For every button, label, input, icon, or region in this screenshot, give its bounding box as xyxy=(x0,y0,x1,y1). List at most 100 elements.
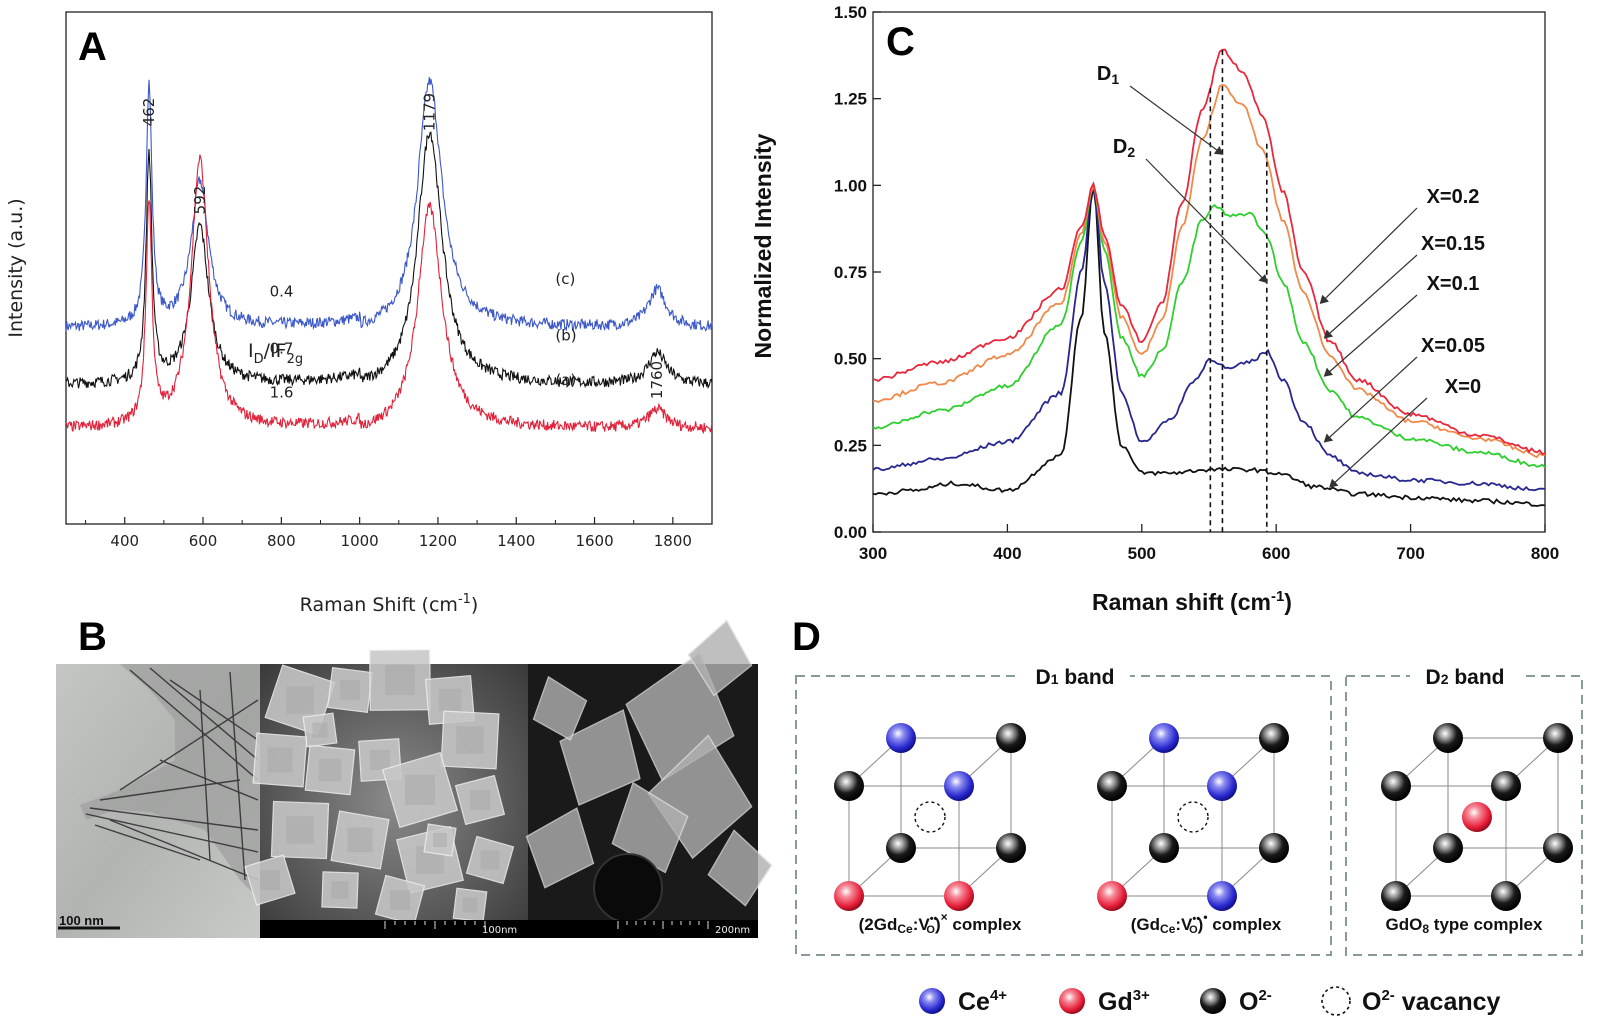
panel-d-legend: Ce4+ Gd3+ O2- O2- vacancy xyxy=(919,986,1501,1016)
sem-octahedron xyxy=(687,619,753,697)
panel-a-series-line xyxy=(65,131,713,390)
sem-1-databar xyxy=(260,920,528,938)
legend-o-label: O2- xyxy=(1239,987,1272,1016)
panel-c-band-label: D1 xyxy=(1097,63,1119,87)
complex-2-label: (GdCe:V•• O)• complex xyxy=(1131,910,1282,936)
panel-a-annotations: (c) 0.4 (b) 0.7 (a) 1.6 462 592 1179 1760 xyxy=(140,93,666,402)
panel-c-series-line xyxy=(872,183,1546,469)
panel-c-x-tick-label: 300 xyxy=(859,544,887,563)
o-atom xyxy=(1097,771,1127,801)
o-atom xyxy=(834,771,864,801)
panel-a-y-axis-label: Intensity (a.u.) xyxy=(5,198,27,337)
o-atom xyxy=(886,833,916,863)
o-atom xyxy=(996,833,1026,863)
panel-a-peak-label: 1179 xyxy=(421,93,439,131)
panel-c-letter: C xyxy=(886,20,915,64)
panel-c-series-arrow xyxy=(1329,397,1428,488)
panel-d: D D1 band D2 band (2GdCe:V•• O)× complex … xyxy=(792,615,1583,1016)
panel-c-y-axis-label: Normalized Intensity xyxy=(750,133,776,358)
sem-cube-face xyxy=(433,833,447,847)
panel-c-series-label: X=0 xyxy=(1445,376,1481,398)
panel-c-x-tick-label: 600 xyxy=(1262,544,1290,563)
sem-octahedron xyxy=(532,675,588,741)
o-atom xyxy=(1381,881,1411,911)
o-atom xyxy=(1259,833,1289,863)
sem-cube-face xyxy=(286,686,314,714)
ce-atom xyxy=(886,723,916,753)
panel-c-x-axis-label: Raman shift (cm-1) xyxy=(1092,588,1292,615)
panel-c-y-tick-label: 1.25 xyxy=(834,90,867,109)
legend-gd-label: Gd3+ xyxy=(1098,987,1150,1016)
panel-c-y-tick-label: 1.00 xyxy=(834,176,867,195)
panel-c-x-tick-label: 800 xyxy=(1531,544,1559,563)
panel-c-series-label: X=0.1 xyxy=(1427,273,1480,295)
sem-octahedron xyxy=(525,807,595,889)
panel-a-series-line xyxy=(65,77,713,332)
d1-complex-cube-2 xyxy=(1097,723,1289,911)
d1-complex-cube-1 xyxy=(834,723,1026,911)
sem-cube-face xyxy=(470,790,490,810)
o-atom xyxy=(1149,833,1179,863)
ratio-label: ID/IF2g xyxy=(248,340,303,367)
ce-atom xyxy=(1207,771,1237,801)
panel-c-series-arrow xyxy=(1323,356,1418,443)
d2-band-label-bg xyxy=(1410,664,1520,690)
sem-cube-face xyxy=(347,827,373,853)
sem-cube-face xyxy=(318,758,342,782)
o-atom xyxy=(1433,833,1463,863)
sem-cube-face xyxy=(480,850,500,870)
d2-complex-cube xyxy=(1381,723,1573,911)
legend-ce-label: Ce4+ xyxy=(958,987,1007,1016)
sem-cube-face xyxy=(456,726,484,754)
panel-c-dashed-lines xyxy=(1209,50,1268,532)
panel-c-ticks: 300 400 500 600 700 800 0.00 0.25 0.50 0.75 1.00 1.… xyxy=(834,3,1559,563)
panel-c-series-line xyxy=(872,186,1546,507)
panel-c-band-arrow xyxy=(1145,158,1268,284)
sem-2-scale-ticks xyxy=(617,921,709,929)
sem-2-hole xyxy=(593,853,663,923)
panel-a-series-label: (c) xyxy=(555,270,575,288)
panel-a-axes-frame xyxy=(65,11,713,525)
panel-a: 400 600 800 1000 1200 1400 1600 1800 (c) 0.4 (b) 0… xyxy=(5,11,713,616)
panel-a-ratio-value: 0.7 xyxy=(270,339,294,357)
sem-cube-face xyxy=(438,688,462,712)
panel-c-series-arrow xyxy=(1323,254,1418,339)
panel-a-series-label: (b) xyxy=(555,327,576,345)
sem-2-octahedra xyxy=(525,619,773,907)
panel-c-x-tick-label: 500 xyxy=(1128,544,1156,563)
panel-d-letter: D xyxy=(792,615,821,659)
gd-atom xyxy=(834,881,864,911)
o-atom xyxy=(1381,771,1411,801)
legend-ce-swatch xyxy=(919,988,945,1014)
gd-atom xyxy=(1462,802,1492,832)
panel-c-band-label: D2 xyxy=(1113,136,1135,160)
sem-cube-face xyxy=(340,680,360,700)
panel-c-series-label: X=0.15 xyxy=(1421,233,1485,255)
legend-gd-swatch xyxy=(1059,988,1085,1014)
panel-c: 300 400 500 600 700 800 0.00 0.25 0.50 0.75 1.00 1.… xyxy=(750,3,1559,615)
panel-c-x-tick-label: 400 xyxy=(993,544,1021,563)
panel-c-y-tick-label: 0.00 xyxy=(834,523,867,542)
o-atom xyxy=(1491,881,1521,911)
d2-band-box xyxy=(1345,675,1583,956)
panel-a-x-tick-label: 1400 xyxy=(497,532,535,550)
panel-c-series-arrow xyxy=(1323,294,1418,377)
sem-cube-face xyxy=(405,775,435,805)
sem-cube-face xyxy=(267,747,293,773)
panel-c-x-tick-label: 700 xyxy=(1396,544,1424,563)
tem-nanorods xyxy=(85,667,259,881)
sem-cube-face xyxy=(462,897,478,913)
tem-scale-label: 100 nm xyxy=(59,913,104,928)
panel-a-peak-label: 1760 xyxy=(648,361,666,399)
ce-atom xyxy=(1207,881,1237,911)
sem-1-scale-ticks xyxy=(384,921,486,929)
o-atom xyxy=(1259,723,1289,753)
gd-atom xyxy=(944,881,974,911)
d2-band-label: D2 band xyxy=(1426,666,1505,689)
panel-a-peak-label: 592 xyxy=(191,186,209,215)
panel-c-series xyxy=(872,48,1546,507)
panel-b: B 100 nm 100nm 20 xyxy=(56,615,773,938)
panel-c-band-arrow xyxy=(1129,85,1224,155)
panel-a-series xyxy=(65,77,713,435)
o-atom xyxy=(1433,723,1463,753)
